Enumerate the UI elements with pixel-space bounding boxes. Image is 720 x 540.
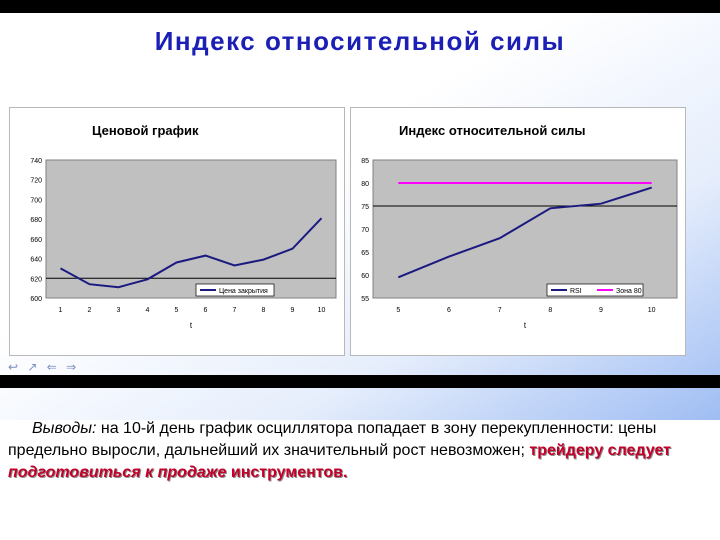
nav-arrows[interactable]: ↩ ↗ ⇐ ⇒ [8,360,80,374]
rsi-chart-x-tick-label: 9 [599,307,603,314]
rsi-chart-y-tick-label: 60 [361,273,369,280]
price-chart-x-axis-label: t [190,321,193,330]
price-chart-title: Ценовой график [92,123,199,138]
top-bar [0,0,720,13]
conclusion-highlight-1: трейдеру следует [529,442,671,459]
bottom-bar [0,375,720,388]
rsi-chart-series-line-1 [397,186,653,279]
rsi-chart-x-tick-label: 8 [548,307,552,314]
price-chart-panel: Ценовой график 600 620 640 660 680 700 720 740 1 2… [9,107,345,356]
rsi-chart-legend-label: Зона 80 [616,288,642,295]
rsi-chart-plot-area [372,159,678,299]
conclusion-text: Выводы: на 10-й день график осциллятора … [8,418,708,484]
rsi-chart-y-tick-label: 70 [361,227,369,234]
price-chart-y-tick-label: 700 [30,197,42,204]
rsi-chart-y-tick-label: 75 [361,204,369,211]
price-chart-x-tick-label: 9 [291,307,295,314]
price-chart-x-tick-label: 4 [146,307,150,314]
price-chart-plot-area [45,159,337,299]
rsi-chart-x-tick-label: 10 [648,307,656,314]
price-chart-x-tick-label: 6 [204,307,208,314]
rsi-chart: Индекс относительной силы 55 60 65 70 75 80 85 5… [361,123,678,330]
price-chart-x-tick-label: 1 [59,307,63,314]
price-chart-y-tick-label: 660 [30,237,42,244]
price-chart-x-tick-label: 3 [117,307,121,314]
price-chart-legend: Цена закрытия [195,283,275,297]
price-chart-x-tick-label: 8 [262,307,266,314]
price-chart-series-line-1 [60,217,323,289]
price-chart-y-tick-label: 600 [30,296,42,303]
rsi-chart-panel: Индекс относительной силы 55 60 65 70 75 80 85 5… [350,107,686,356]
price-chart-y-tick-label: 720 [30,178,42,185]
rsi-chart-x-axis-label: t [524,321,527,330]
price-chart: Ценовой график 600 620 640 660 680 700 720 740 1 2… [30,123,337,330]
price-chart-legend-box [195,283,275,297]
price-chart-x-tick-label: 2 [88,307,92,314]
rsi-chart-x-tick-label: 6 [447,307,451,314]
price-chart-x-tick-label: 5 [175,307,179,314]
price-chart-x-tick-label: 7 [233,307,237,314]
rsi-chart-legend-box [546,283,644,297]
price-chart-y-tick-label: 680 [30,217,42,224]
rsi-chart-x-tick-label: 7 [498,307,502,314]
rsi-chart-title: Индекс относительной силы [399,123,586,138]
price-chart-y-tick-label: 740 [30,158,42,165]
rsi-chart-y-tick-label: 80 [361,181,369,188]
conclusion-highlight-3: инструментов. [230,464,348,481]
conclusion-highlight-2: подготовиться к продаже [8,464,227,481]
conclusion-body: на 10-й день график осциллятора попадает… [8,420,657,459]
rsi-chart-y-tick-label: 55 [361,296,369,303]
conclusion-lead: Выводы: [32,420,97,437]
rsi-chart-x-tick-label: 5 [396,307,400,314]
price-chart-y-tick-label: 640 [30,257,42,264]
price-chart-y-tick-label: 620 [30,276,42,283]
rsi-chart-y-tick-label: 85 [361,158,369,165]
rsi-chart-y-tick-label: 65 [361,250,369,257]
rsi-chart-legend-label: RSI [570,288,582,295]
price-chart-x-tick-label: 10 [318,307,326,314]
slide-title: Индекс относительной силы [154,26,566,56]
rsi-chart-legend: RSI Зона 80 [546,283,644,297]
price-chart-legend-label: Цена закрытия [219,288,268,295]
